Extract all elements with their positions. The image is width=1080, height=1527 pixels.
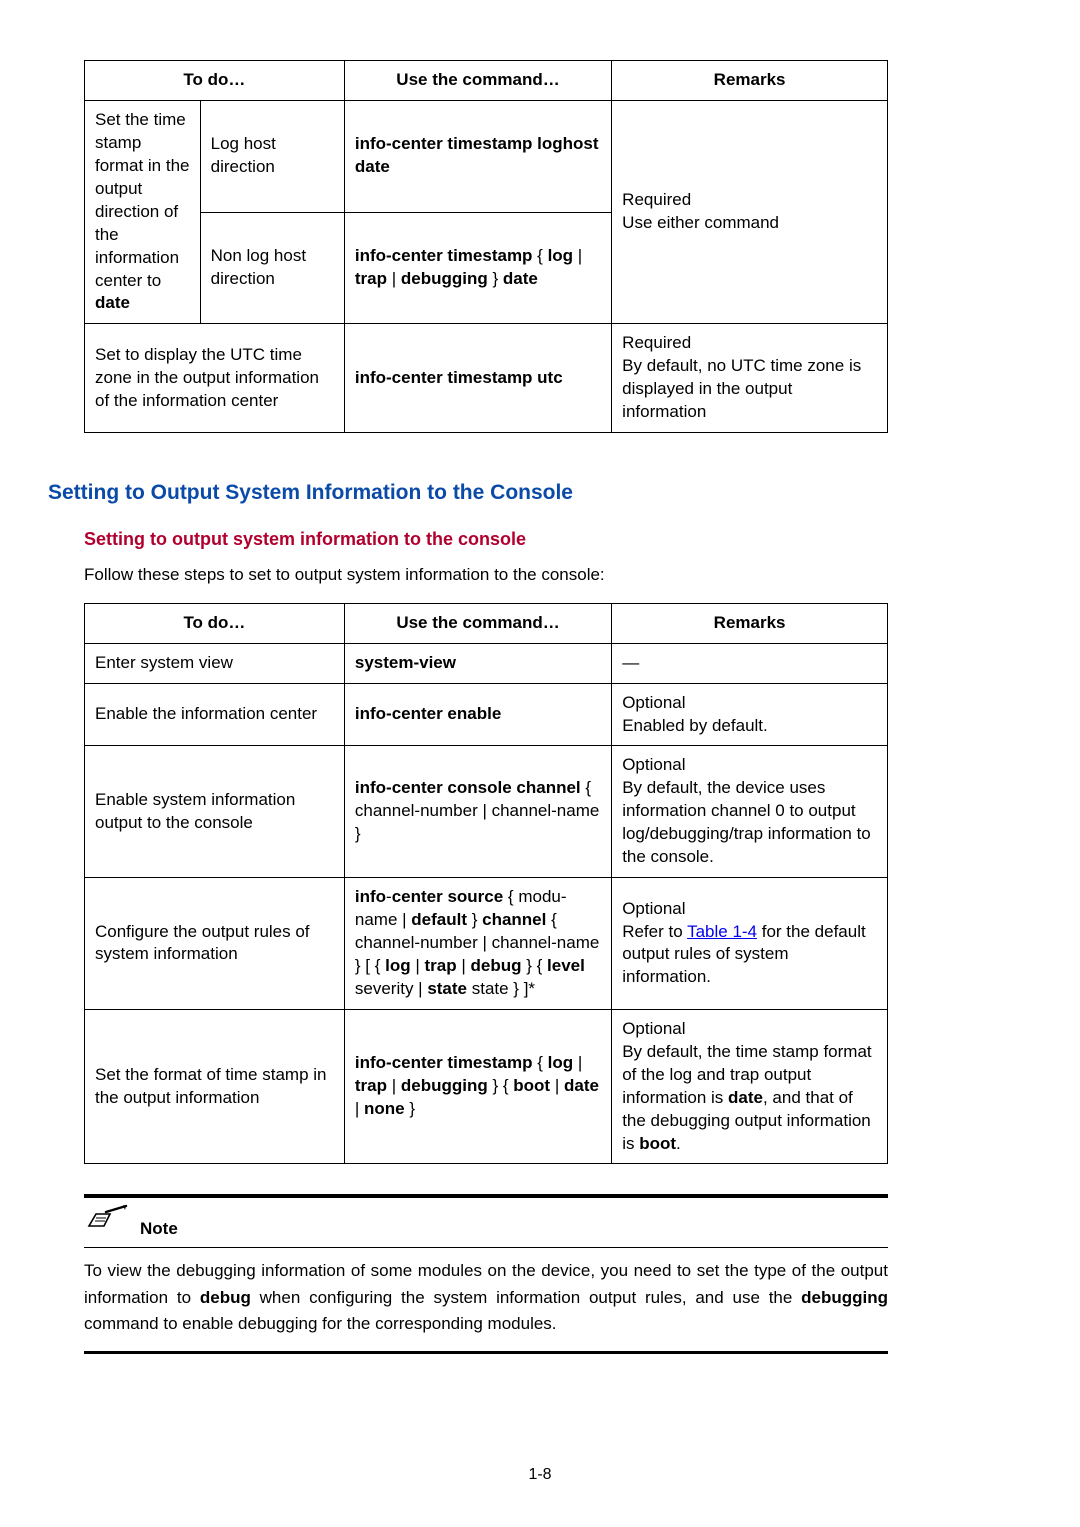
td-remarks: — <box>612 643 888 683</box>
td-cmd: system-view <box>344 643 611 683</box>
table-row: Enable system information output to the … <box>85 746 888 878</box>
th-cmd: Use the command… <box>344 603 611 643</box>
th-remarks: Remarks <box>612 61 888 101</box>
td-todo: Enable system information output to the … <box>85 746 345 878</box>
th-todo: To do… <box>85 61 345 101</box>
sub-heading: Setting to output system information to … <box>84 527 1032 551</box>
td-remarks: Optional By default, the time stamp form… <box>612 1009 888 1164</box>
th-remarks: Remarks <box>612 603 888 643</box>
td-cmd: info-center timestamp loghost date <box>344 100 611 212</box>
note-body: To view the debugging information of som… <box>84 1258 888 1337</box>
table-row: Set the format of time stamp in the outp… <box>85 1009 888 1164</box>
table-row: Set the time stamp format in the output … <box>85 100 888 212</box>
td-remarks: Required Use either command <box>612 100 888 323</box>
td-cmd: info-center enable <box>344 683 611 746</box>
td-cmd: info-center timestamp { log | trap | deb… <box>344 212 611 324</box>
note-block: Note To view the debugging information o… <box>84 1194 888 1354</box>
divider <box>84 1351 888 1354</box>
td-subcond: Log host direction <box>200 100 344 212</box>
td-remarks: Optional Refer to Table 1-4 for the defa… <box>612 878 888 1010</box>
td-subcond: Non log host direction <box>200 212 344 324</box>
td-cmd: info-center timestamp { log | trap | deb… <box>344 1009 611 1164</box>
table-link[interactable]: Table 1-4 <box>687 922 757 941</box>
note-icon <box>86 1204 132 1241</box>
td-remarks: Optional By default, the device uses inf… <box>612 746 888 878</box>
section-heading: Setting to Output System Information to … <box>48 479 1032 507</box>
td-remarks: Required By default, no UTC time zone is… <box>612 324 888 433</box>
td-todo: Enable the information center <box>85 683 345 746</box>
divider <box>84 1247 888 1248</box>
td-remarks: Optional Enabled by default. <box>612 683 888 746</box>
td-cmd: info-center console channel { channel-nu… <box>344 746 611 878</box>
table-timestamp: To do… Use the command… Remarks Set the … <box>84 60 888 433</box>
td-todo: Set the time stamp format in the output … <box>85 100 201 323</box>
page-number: 1-8 <box>48 1464 1032 1486</box>
table-row: Set to display the UTC time zone in the … <box>85 324 888 433</box>
table-row: Enter system view system-view — <box>85 643 888 683</box>
table-row: Configure the output rules of system inf… <box>85 878 888 1010</box>
th-cmd: Use the command… <box>344 61 611 101</box>
note-label: Note <box>140 1218 178 1241</box>
td-todo: Enter system view <box>85 643 345 683</box>
table-row: To do… Use the command… Remarks <box>85 61 888 101</box>
td-todo: Set to display the UTC time zone in the … <box>85 324 345 433</box>
divider <box>84 1194 888 1198</box>
intro-text: Follow these steps to set to output syst… <box>84 564 888 587</box>
td-todo: Set the format of time stamp in the outp… <box>85 1009 345 1164</box>
td-cmd: info-center timestamp utc <box>344 324 611 433</box>
td-cmd: info-center source { modu-name | default… <box>344 878 611 1010</box>
table-row: Enable the information center info-cente… <box>85 683 888 746</box>
th-todo: To do… <box>85 603 345 643</box>
td-todo: Configure the output rules of system inf… <box>85 878 345 1010</box>
table-console: To do… Use the command… Remarks Enter sy… <box>84 603 888 1165</box>
table-row: To do… Use the command… Remarks <box>85 603 888 643</box>
